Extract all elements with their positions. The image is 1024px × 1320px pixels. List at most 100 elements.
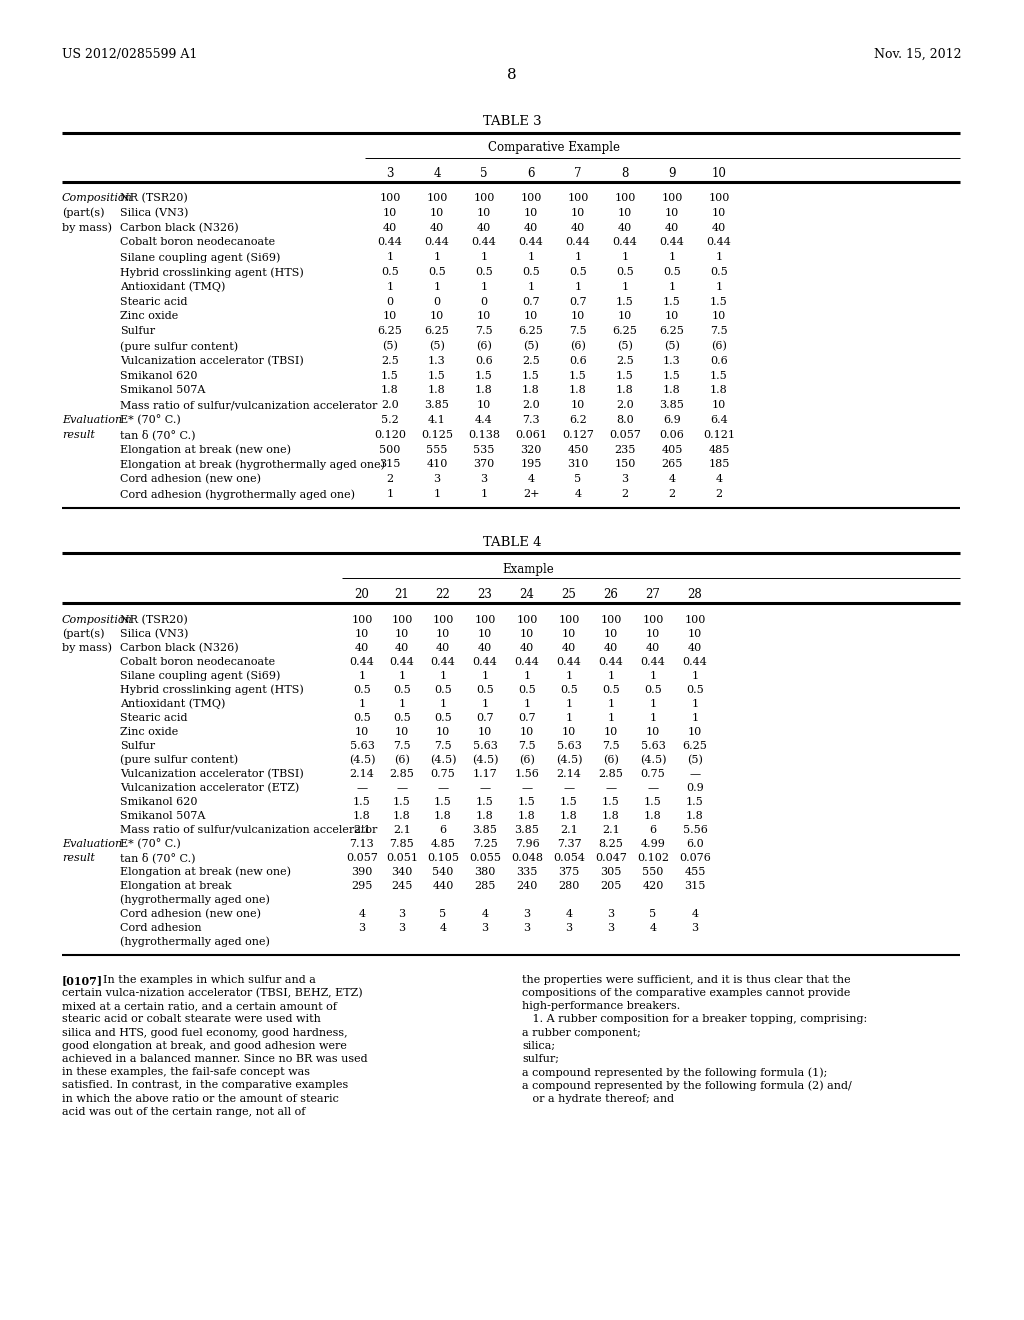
Text: 1: 1 bbox=[523, 671, 530, 681]
Text: 10: 10 bbox=[355, 727, 369, 737]
Text: (part(s): (part(s) bbox=[62, 628, 104, 639]
Text: 26: 26 bbox=[603, 587, 618, 601]
Text: 4: 4 bbox=[481, 908, 488, 919]
Text: 100: 100 bbox=[558, 615, 580, 624]
Text: 6.25: 6.25 bbox=[612, 326, 637, 337]
Text: 10: 10 bbox=[617, 207, 632, 218]
Text: 0.5: 0.5 bbox=[522, 267, 540, 277]
Text: 5: 5 bbox=[480, 168, 487, 180]
Text: 0.44: 0.44 bbox=[565, 238, 591, 247]
Text: 1: 1 bbox=[565, 671, 572, 681]
Text: 2.0: 2.0 bbox=[616, 400, 634, 411]
Text: result: result bbox=[62, 430, 95, 440]
Text: Vulcanization accelerator (TBSI): Vulcanization accelerator (TBSI) bbox=[120, 768, 304, 779]
Text: Elongation at break (new one): Elongation at break (new one) bbox=[120, 867, 291, 878]
Text: 3.85: 3.85 bbox=[659, 400, 684, 411]
Text: 1: 1 bbox=[433, 252, 440, 263]
Text: 500: 500 bbox=[379, 445, 400, 454]
Text: Sulfur: Sulfur bbox=[120, 326, 155, 337]
Text: 10: 10 bbox=[665, 312, 679, 321]
Text: 1.5: 1.5 bbox=[434, 797, 452, 807]
Text: Cord adhesion: Cord adhesion bbox=[120, 923, 202, 933]
Text: 555: 555 bbox=[426, 445, 447, 454]
Text: Zinc oxide: Zinc oxide bbox=[120, 312, 178, 321]
Text: 10: 10 bbox=[395, 628, 410, 639]
Text: 3: 3 bbox=[523, 908, 530, 919]
Text: 100: 100 bbox=[432, 615, 454, 624]
Text: 0.5: 0.5 bbox=[569, 267, 587, 277]
Text: 2.14: 2.14 bbox=[349, 768, 375, 779]
Text: 1.5: 1.5 bbox=[475, 371, 493, 380]
Text: 295: 295 bbox=[351, 880, 373, 891]
Text: 4: 4 bbox=[358, 908, 366, 919]
Text: 10: 10 bbox=[478, 727, 493, 737]
Text: 1.8: 1.8 bbox=[602, 810, 620, 821]
Text: 0.5: 0.5 bbox=[434, 685, 452, 694]
Text: 0.6: 0.6 bbox=[475, 356, 493, 366]
Text: —: — bbox=[437, 783, 449, 793]
Text: 370: 370 bbox=[473, 459, 495, 470]
Text: 0.44: 0.44 bbox=[430, 657, 456, 667]
Text: 0.5: 0.5 bbox=[475, 267, 493, 277]
Text: 1. A rubber composition for a breaker topping, comprising:: 1. A rubber composition for a breaker to… bbox=[522, 1014, 867, 1024]
Text: 5.2: 5.2 bbox=[381, 414, 399, 425]
Text: 0.44: 0.44 bbox=[425, 238, 450, 247]
Text: silica and HTS, good fuel economy, good hardness,: silica and HTS, good fuel economy, good … bbox=[62, 1027, 347, 1038]
Text: 1.8: 1.8 bbox=[518, 810, 536, 821]
Text: 340: 340 bbox=[391, 867, 413, 876]
Text: (part(s): (part(s) bbox=[62, 207, 104, 218]
Text: 1.8: 1.8 bbox=[476, 810, 494, 821]
Text: 265: 265 bbox=[662, 459, 683, 470]
Text: Silane coupling agent (Si69): Silane coupling agent (Si69) bbox=[120, 252, 281, 263]
Text: good elongation at break, and good adhesion were: good elongation at break, and good adhes… bbox=[62, 1040, 347, 1051]
Text: 0.102: 0.102 bbox=[637, 853, 669, 863]
Text: 1: 1 bbox=[607, 671, 614, 681]
Text: —: — bbox=[563, 783, 574, 793]
Text: 10: 10 bbox=[712, 400, 726, 411]
Text: Composition: Composition bbox=[62, 193, 133, 203]
Text: 10: 10 bbox=[604, 628, 618, 639]
Text: (5): (5) bbox=[429, 341, 445, 351]
Text: 1: 1 bbox=[527, 252, 535, 263]
Text: Cord adhesion (new one): Cord adhesion (new one) bbox=[120, 474, 261, 484]
Text: 1.8: 1.8 bbox=[560, 810, 578, 821]
Text: 0.5: 0.5 bbox=[428, 267, 445, 277]
Text: 0.44: 0.44 bbox=[612, 238, 637, 247]
Text: 1: 1 bbox=[358, 698, 366, 709]
Text: 7.5: 7.5 bbox=[602, 741, 620, 751]
Text: 40: 40 bbox=[477, 223, 492, 232]
Text: 1: 1 bbox=[527, 281, 535, 292]
Text: 0.127: 0.127 bbox=[562, 430, 594, 440]
Text: 100: 100 bbox=[662, 193, 683, 203]
Text: result: result bbox=[62, 853, 95, 863]
Text: 0.5: 0.5 bbox=[381, 267, 399, 277]
Text: 185: 185 bbox=[709, 459, 730, 470]
Text: 8: 8 bbox=[507, 69, 517, 82]
Text: 0.105: 0.105 bbox=[427, 853, 459, 863]
Text: 1.8: 1.8 bbox=[616, 385, 634, 396]
Text: by mass): by mass) bbox=[62, 223, 112, 234]
Text: 10: 10 bbox=[355, 628, 369, 639]
Text: 3: 3 bbox=[398, 923, 406, 933]
Text: 20: 20 bbox=[354, 587, 370, 601]
Text: 195: 195 bbox=[520, 459, 542, 470]
Text: 5.56: 5.56 bbox=[683, 825, 708, 834]
Text: 100: 100 bbox=[642, 615, 664, 624]
Text: 2.5: 2.5 bbox=[616, 356, 634, 366]
Text: 0.44: 0.44 bbox=[349, 657, 375, 667]
Text: sulfur;: sulfur; bbox=[522, 1053, 559, 1064]
Text: 1: 1 bbox=[622, 281, 629, 292]
Text: 6.25: 6.25 bbox=[518, 326, 544, 337]
Text: 0.5: 0.5 bbox=[710, 267, 728, 277]
Text: 3: 3 bbox=[398, 908, 406, 919]
Text: Composition: Composition bbox=[62, 615, 133, 624]
Text: 0.5: 0.5 bbox=[602, 685, 620, 694]
Text: 7.5: 7.5 bbox=[475, 326, 493, 337]
Text: 10: 10 bbox=[395, 727, 410, 737]
Text: 3: 3 bbox=[607, 923, 614, 933]
Text: 10: 10 bbox=[570, 312, 585, 321]
Text: 1: 1 bbox=[358, 671, 366, 681]
Text: 2.1: 2.1 bbox=[393, 825, 411, 834]
Text: Mass ratio of sulfur/vulcanization accelerator: Mass ratio of sulfur/vulcanization accel… bbox=[120, 825, 378, 834]
Text: 0.138: 0.138 bbox=[468, 430, 500, 440]
